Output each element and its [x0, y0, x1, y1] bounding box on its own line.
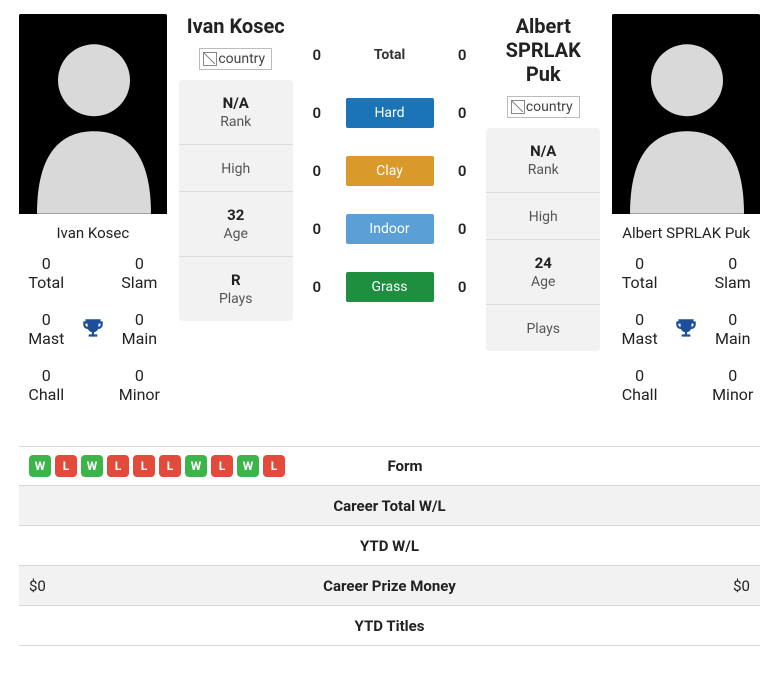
surface-left-value: 0 — [305, 46, 329, 64]
high-row: High — [486, 193, 600, 240]
info-col-right: Albert SPRLAK Puk country N/A Rank High … — [486, 14, 600, 351]
form-badges-left: WLWLLLWLWL — [29, 449, 285, 483]
surface-label: Indoor — [346, 214, 434, 244]
player-name-right: Albert SPRLAK Puk — [486, 14, 600, 86]
surface-row-indoor: 0 Indoor 0 — [305, 214, 474, 244]
card-stats-left: 0 Total 0 Slam 0 Mast 0 Main 0 Chall — [19, 248, 167, 418]
card-stats-right: 0 Total 0 Slam 0 Mast 0 Main 0 Chall — [612, 248, 760, 418]
surface-column: 0 Total 0 0 Hard 0 0 Clay 0 0 Indoor 0 0 Grass 0 — [305, 14, 474, 302]
surface-left-value: 0 — [305, 220, 329, 238]
silhouette-icon — [612, 14, 760, 214]
top-row: Ivan Kosec 0 Total 0 Slam 0 Mast 0 Main — [19, 14, 760, 418]
surface-row-clay: 0 Clay 0 — [305, 156, 474, 186]
surface-label: Hard — [346, 98, 434, 128]
surface-left-value: 0 — [305, 162, 329, 180]
surface-right-value: 0 — [450, 104, 474, 122]
compare-label: Career Prize Money — [280, 577, 500, 595]
plays-row: Plays — [486, 305, 600, 351]
surface-right-value: 0 — [450, 220, 474, 238]
form-loss-badge: L — [55, 455, 77, 477]
trophy-icon — [70, 310, 117, 348]
form-loss-badge: L — [107, 455, 129, 477]
player-photo-right — [612, 14, 760, 214]
form-badges-right — [525, 460, 750, 472]
form-win-badge: W — [185, 455, 207, 477]
silhouette-icon — [19, 14, 167, 214]
surface-left-value: 0 — [305, 278, 329, 296]
compare-row-titles: YTD Titles — [19, 606, 760, 646]
stat-main: 0 Main — [116, 310, 163, 348]
surface-row-hard: 0 Hard 0 — [305, 98, 474, 128]
compare-label: YTD W/L — [280, 537, 500, 555]
compare-right: $0 — [500, 577, 761, 595]
compare-left: $0 — [19, 577, 280, 595]
stat-chall: 0 Chall — [616, 366, 663, 404]
compare-row-form: WLWLLLWLWLForm — [19, 446, 760, 486]
flag-left: country — [199, 48, 272, 70]
surface-label: Total — [346, 40, 434, 70]
card-name-right: Albert SPRLAK Puk — [612, 214, 760, 248]
card-name-left: Ivan Kosec — [19, 214, 167, 248]
surface-label: Clay — [346, 156, 434, 186]
surface-right-value: 0 — [450, 278, 474, 296]
stat-main: 0 Main — [709, 310, 756, 348]
stat-total: 0 Total — [23, 254, 70, 292]
form-loss-badge: L — [133, 455, 155, 477]
player-name-left: Ivan Kosec — [187, 14, 285, 38]
surface-label: Grass — [346, 272, 434, 302]
form-win-badge: W — [237, 455, 259, 477]
rank-row: N/A Rank — [486, 128, 600, 193]
age-row: 24 Age — [486, 240, 600, 305]
player-photo-left — [19, 14, 167, 214]
compare-label: YTD Titles — [280, 617, 500, 635]
rank-row: N/A Rank — [179, 80, 293, 145]
player-card-left: Ivan Kosec 0 Total 0 Slam 0 Mast 0 Main — [19, 14, 167, 418]
high-row: High — [179, 145, 293, 192]
info-col-left: Ivan Kosec country N/A Rank High 32 Age … — [179, 14, 293, 321]
stat-total: 0 Total — [616, 254, 663, 292]
compare-row-prize: $0Career Prize Money$0 — [19, 566, 760, 606]
stat-chall: 0 Chall — [23, 366, 70, 404]
compare-row-cwl: Career Total W/L — [19, 486, 760, 526]
surface-row-grass: 0 Grass 0 — [305, 272, 474, 302]
compare-label: Career Total W/L — [280, 497, 500, 515]
form-win-badge: W — [81, 455, 103, 477]
surface-right-value: 0 — [450, 46, 474, 64]
form-loss-badge: L — [263, 455, 285, 477]
form-loss-badge: L — [211, 455, 233, 477]
form-loss-badge: L — [159, 455, 181, 477]
stat-minor: 0 Minor — [709, 366, 756, 404]
surface-right-value: 0 — [450, 162, 474, 180]
compare-label: Form — [295, 457, 515, 475]
plays-row: R Plays — [179, 257, 293, 321]
compare-section: WLWLLLWLWLFormCareer Total W/LYTD W/L$0C… — [19, 446, 760, 646]
compare-left: WLWLLLWLWL — [19, 449, 295, 483]
stat-slam: 0 Slam — [709, 254, 756, 292]
compare-row-ywl: YTD W/L — [19, 526, 760, 566]
trophy-icon — [663, 310, 710, 348]
info-stack-left: N/A Rank High 32 Age R Plays — [179, 80, 293, 321]
stat-mast: 0 Mast — [616, 310, 663, 348]
player-card-right: Albert SPRLAK Puk 0 Total 0 Slam 0 Mast … — [612, 14, 760, 418]
stat-slam: 0 Slam — [116, 254, 163, 292]
compare-right — [515, 460, 760, 472]
flag-right: country — [507, 96, 580, 118]
info-stack-right: N/A Rank High 24 Age Plays — [486, 128, 600, 351]
age-row: 32 Age — [179, 192, 293, 257]
surface-left-value: 0 — [305, 104, 329, 122]
stat-minor: 0 Minor — [116, 366, 163, 404]
form-win-badge: W — [29, 455, 51, 477]
surface-row-total: 0 Total 0 — [305, 40, 474, 70]
stat-mast: 0 Mast — [23, 310, 70, 348]
